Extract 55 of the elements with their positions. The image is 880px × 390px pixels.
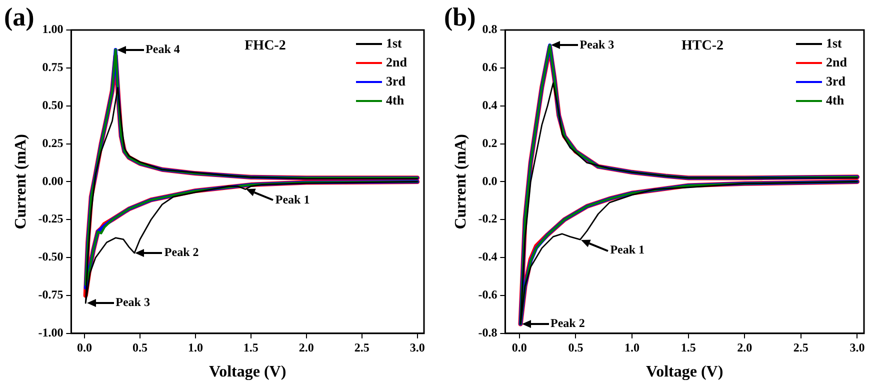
annotation: Peak 3	[580, 37, 614, 52]
y-axis-title: Current (mA)	[452, 134, 470, 230]
chart-title: (b)	[444, 2, 476, 32]
y-tick-label: -0.4	[478, 250, 498, 264]
annotation: Peak 4	[146, 42, 180, 56]
legend-label: 1st	[826, 35, 843, 50]
y-tick-label: 0.8	[482, 22, 498, 36]
y-tick-label: 0.50	[42, 98, 64, 112]
x-tick-label: 2.0	[737, 340, 752, 355]
x-tick-label: 2.0	[298, 340, 314, 355]
legend-label: 2nd	[826, 54, 848, 70]
y-tick-label: -0.75	[38, 288, 64, 302]
x-tick-label: 0.5	[568, 340, 584, 355]
y-tick-label: -0.8	[478, 325, 498, 340]
y-tick-label: 0.0	[482, 174, 498, 188]
annotation: Peak 2	[164, 245, 199, 260]
y-tick-label: 0.75	[42, 60, 64, 74]
y-tick-label: 0.2	[482, 136, 498, 150]
legend-label: 2nd	[386, 54, 408, 70]
annotation: Peak 1	[610, 242, 645, 257]
x-tick-label: 0.0	[77, 340, 92, 355]
annotation: Peak 2	[550, 316, 585, 330]
y-tick-label: -0.25	[38, 212, 64, 226]
y-tick-label: 0.4	[482, 98, 498, 112]
x-axis-title: Voltage (V)	[209, 364, 286, 381]
y-axis-title: Current (mA)	[12, 134, 30, 230]
annotation: Peak 1	[275, 192, 310, 206]
legend-label: 4th	[826, 92, 845, 108]
x-tick-label: 1.0	[624, 340, 640, 355]
x-axis-title: Voltage (V)	[646, 364, 724, 381]
legend-label: 3rd	[826, 73, 846, 88]
y-tick-label: -0.50	[38, 250, 64, 264]
x-tick-label: 0.5	[132, 340, 148, 355]
x-tick-label: 3.0	[410, 340, 425, 355]
chart-title: (a)	[4, 2, 34, 32]
legend-label: 3rd	[386, 73, 406, 88]
annotation: FHC-2	[244, 38, 286, 54]
x-tick-label: 2.5	[793, 340, 808, 355]
y-tick-label: -1.00	[38, 325, 64, 340]
x-tick-label: 0.0	[512, 340, 527, 355]
x-tick-label: 1.5	[243, 340, 258, 355]
y-tick-label: -0.6	[478, 288, 498, 302]
x-tick-label: 2.5	[354, 340, 370, 355]
x-tick-label: 1.5	[680, 340, 696, 355]
y-tick-label: 1.00	[42, 22, 64, 36]
x-tick-label: 1.0	[188, 340, 203, 355]
legend-label: 1st	[386, 35, 403, 50]
y-tick-label: 0.6	[482, 60, 498, 74]
y-tick-label: 0.00	[42, 174, 64, 188]
y-tick-label: -0.2	[478, 212, 498, 226]
annotation: HTC-2	[682, 38, 724, 54]
y-tick-label: 0.25	[42, 136, 64, 150]
annotation: Peak 3	[116, 295, 150, 310]
legend-label: 4th	[386, 92, 405, 108]
x-tick-label: 3.0	[850, 340, 865, 355]
